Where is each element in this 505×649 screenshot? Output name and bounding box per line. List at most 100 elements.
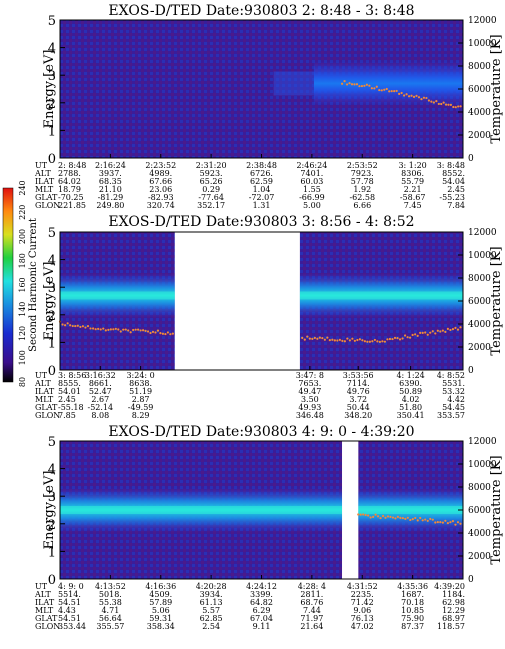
temperature-point <box>311 337 314 340</box>
temperature-point <box>407 95 411 98</box>
temperature-point <box>393 336 397 339</box>
temperature-point <box>419 516 422 520</box>
temperature-point <box>355 83 359 86</box>
temperature-point <box>437 102 440 106</box>
temperature-point <box>440 102 443 106</box>
temperature-point <box>358 338 361 341</box>
ephemeris-cell: 346.48 <box>296 411 324 420</box>
ephemeris-cell: 65.26 <box>200 177 223 186</box>
ephemeris-cell: 5514. <box>58 590 81 599</box>
ephemeris-row-label: GLON <box>35 201 60 210</box>
ephemeris-cell: 4.02 <box>402 395 420 404</box>
ephemeris-cell: 62.59 <box>250 177 273 186</box>
temperature-point <box>421 331 424 334</box>
ephemeris-cell: 4:35:36 <box>397 582 428 591</box>
temperature-point <box>303 338 306 341</box>
temperature-point <box>94 328 97 331</box>
temperature-point <box>129 331 132 334</box>
colorbar-label: Second Harmonic Current <box>28 218 39 352</box>
temperature-point <box>385 87 388 91</box>
temperature-point <box>430 100 433 103</box>
temperature-point <box>429 331 432 334</box>
temperature-point <box>390 89 393 93</box>
temperature-point <box>323 338 326 341</box>
ephemeris-cell: 50.44 <box>347 403 370 412</box>
ephemeris-cell: 2.45 <box>447 185 465 194</box>
ephemeris-cell: 6.29 <box>253 606 271 615</box>
ephemeris-cell: -66.99 <box>299 193 325 202</box>
temperature-point <box>154 331 157 334</box>
temperature-point <box>89 327 92 330</box>
ephemeris-cell: 249.80 <box>96 201 124 210</box>
ephemeris-cell: 55.38 <box>99 598 122 607</box>
temperature-point <box>415 94 418 97</box>
ephemeris-cell: 47.02 <box>351 622 374 631</box>
ephemeris-cell: 3399. <box>250 590 273 599</box>
temperature-point <box>403 334 407 337</box>
temperature-point <box>379 516 382 520</box>
temperature-point <box>459 105 462 108</box>
panel-title: EXOS-D/TED Date:930803 3: 8:56 - 4: 8:52 <box>108 214 414 230</box>
ephemeris-cell: 21.64 <box>300 622 323 631</box>
temperature-point <box>396 515 399 519</box>
ephemeris-cell: 0.29 <box>202 185 220 194</box>
temperature-axis-label: Temperature [K] <box>489 455 504 564</box>
temperature-tick-label: 10000 <box>468 39 497 49</box>
temperature-point <box>357 513 360 516</box>
ephemeris-cell: -81.29 <box>98 193 124 202</box>
ephemeris-row-label: MLT <box>35 185 54 194</box>
temperature-point <box>351 337 354 340</box>
temperature-point <box>316 337 319 340</box>
ephemeris-cell: 68.76 <box>300 598 323 607</box>
temperature-tick-label: 6000 <box>468 297 491 307</box>
temperature-point <box>370 87 373 90</box>
ephemeris-cell: 350.41 <box>397 411 425 420</box>
temperature-point <box>414 516 417 520</box>
ephemeris-cell: 8638. <box>129 379 152 388</box>
temperature-point <box>360 84 364 88</box>
temperature-point <box>146 330 150 333</box>
ephemeris-cell: 68.97 <box>442 614 465 623</box>
ephemeris-cell: 76.13 <box>351 614 374 623</box>
ephemeris-row-label: ALT <box>34 379 51 388</box>
ephemeris-cell: 5.00 <box>303 201 321 210</box>
ephemeris-cell: 4:20:28 <box>196 582 227 591</box>
temperature-point <box>119 330 122 333</box>
ephemeris-cell: 3: 8:48 <box>437 161 465 170</box>
temperature-tick-label: 2000 <box>468 131 491 141</box>
panel-title: EXOS-D/TED Date:930803 2: 8:48 - 3: 8:48 <box>108 3 414 19</box>
ephemeris-cell: 2:23:52 <box>145 161 176 170</box>
ephemeris-cell: 4:39:20 <box>434 582 465 591</box>
temperature-point <box>117 328 120 331</box>
temperature-point <box>406 336 409 339</box>
ephemeris-cell: 71.42 <box>351 598 374 607</box>
ephemeris-cell: 4: 1:24 <box>396 371 424 380</box>
ephemeris-cell: 355.57 <box>96 622 124 631</box>
temperature-point <box>74 324 77 328</box>
temperature-point <box>71 324 74 328</box>
ephemeris-cell: -55.18 <box>58 403 84 412</box>
temperature-point <box>169 333 172 336</box>
temperature-point <box>391 516 395 519</box>
ephemeris-cell: 4.42 <box>447 395 465 404</box>
ephemeris-cell: 8.08 <box>91 411 109 420</box>
ephemeris-cell: 5923. <box>200 169 223 178</box>
temperature-point <box>338 338 341 341</box>
ephemeris-cell: 56.64 <box>99 614 122 623</box>
ephemeris-cell: 2:53:52 <box>347 161 378 170</box>
temperature-point <box>353 83 356 86</box>
ephemeris-cell: -49.59 <box>128 403 154 412</box>
temperature-point <box>346 337 349 340</box>
temperature-point <box>459 326 462 329</box>
ephemeris-cell: 6390. <box>399 379 422 388</box>
energy-band-core <box>299 291 463 300</box>
ephemeris-cell: 57.89 <box>149 598 172 607</box>
temperature-point <box>102 327 105 330</box>
temperature-point <box>343 340 346 343</box>
ephemeris-cell: 1.55 <box>303 185 321 194</box>
ephemeris-cell: 2:16:24 <box>95 161 126 170</box>
ephemeris-cell: 3:16:32 <box>85 371 116 380</box>
temperature-tick-label: 12000 <box>468 16 497 26</box>
